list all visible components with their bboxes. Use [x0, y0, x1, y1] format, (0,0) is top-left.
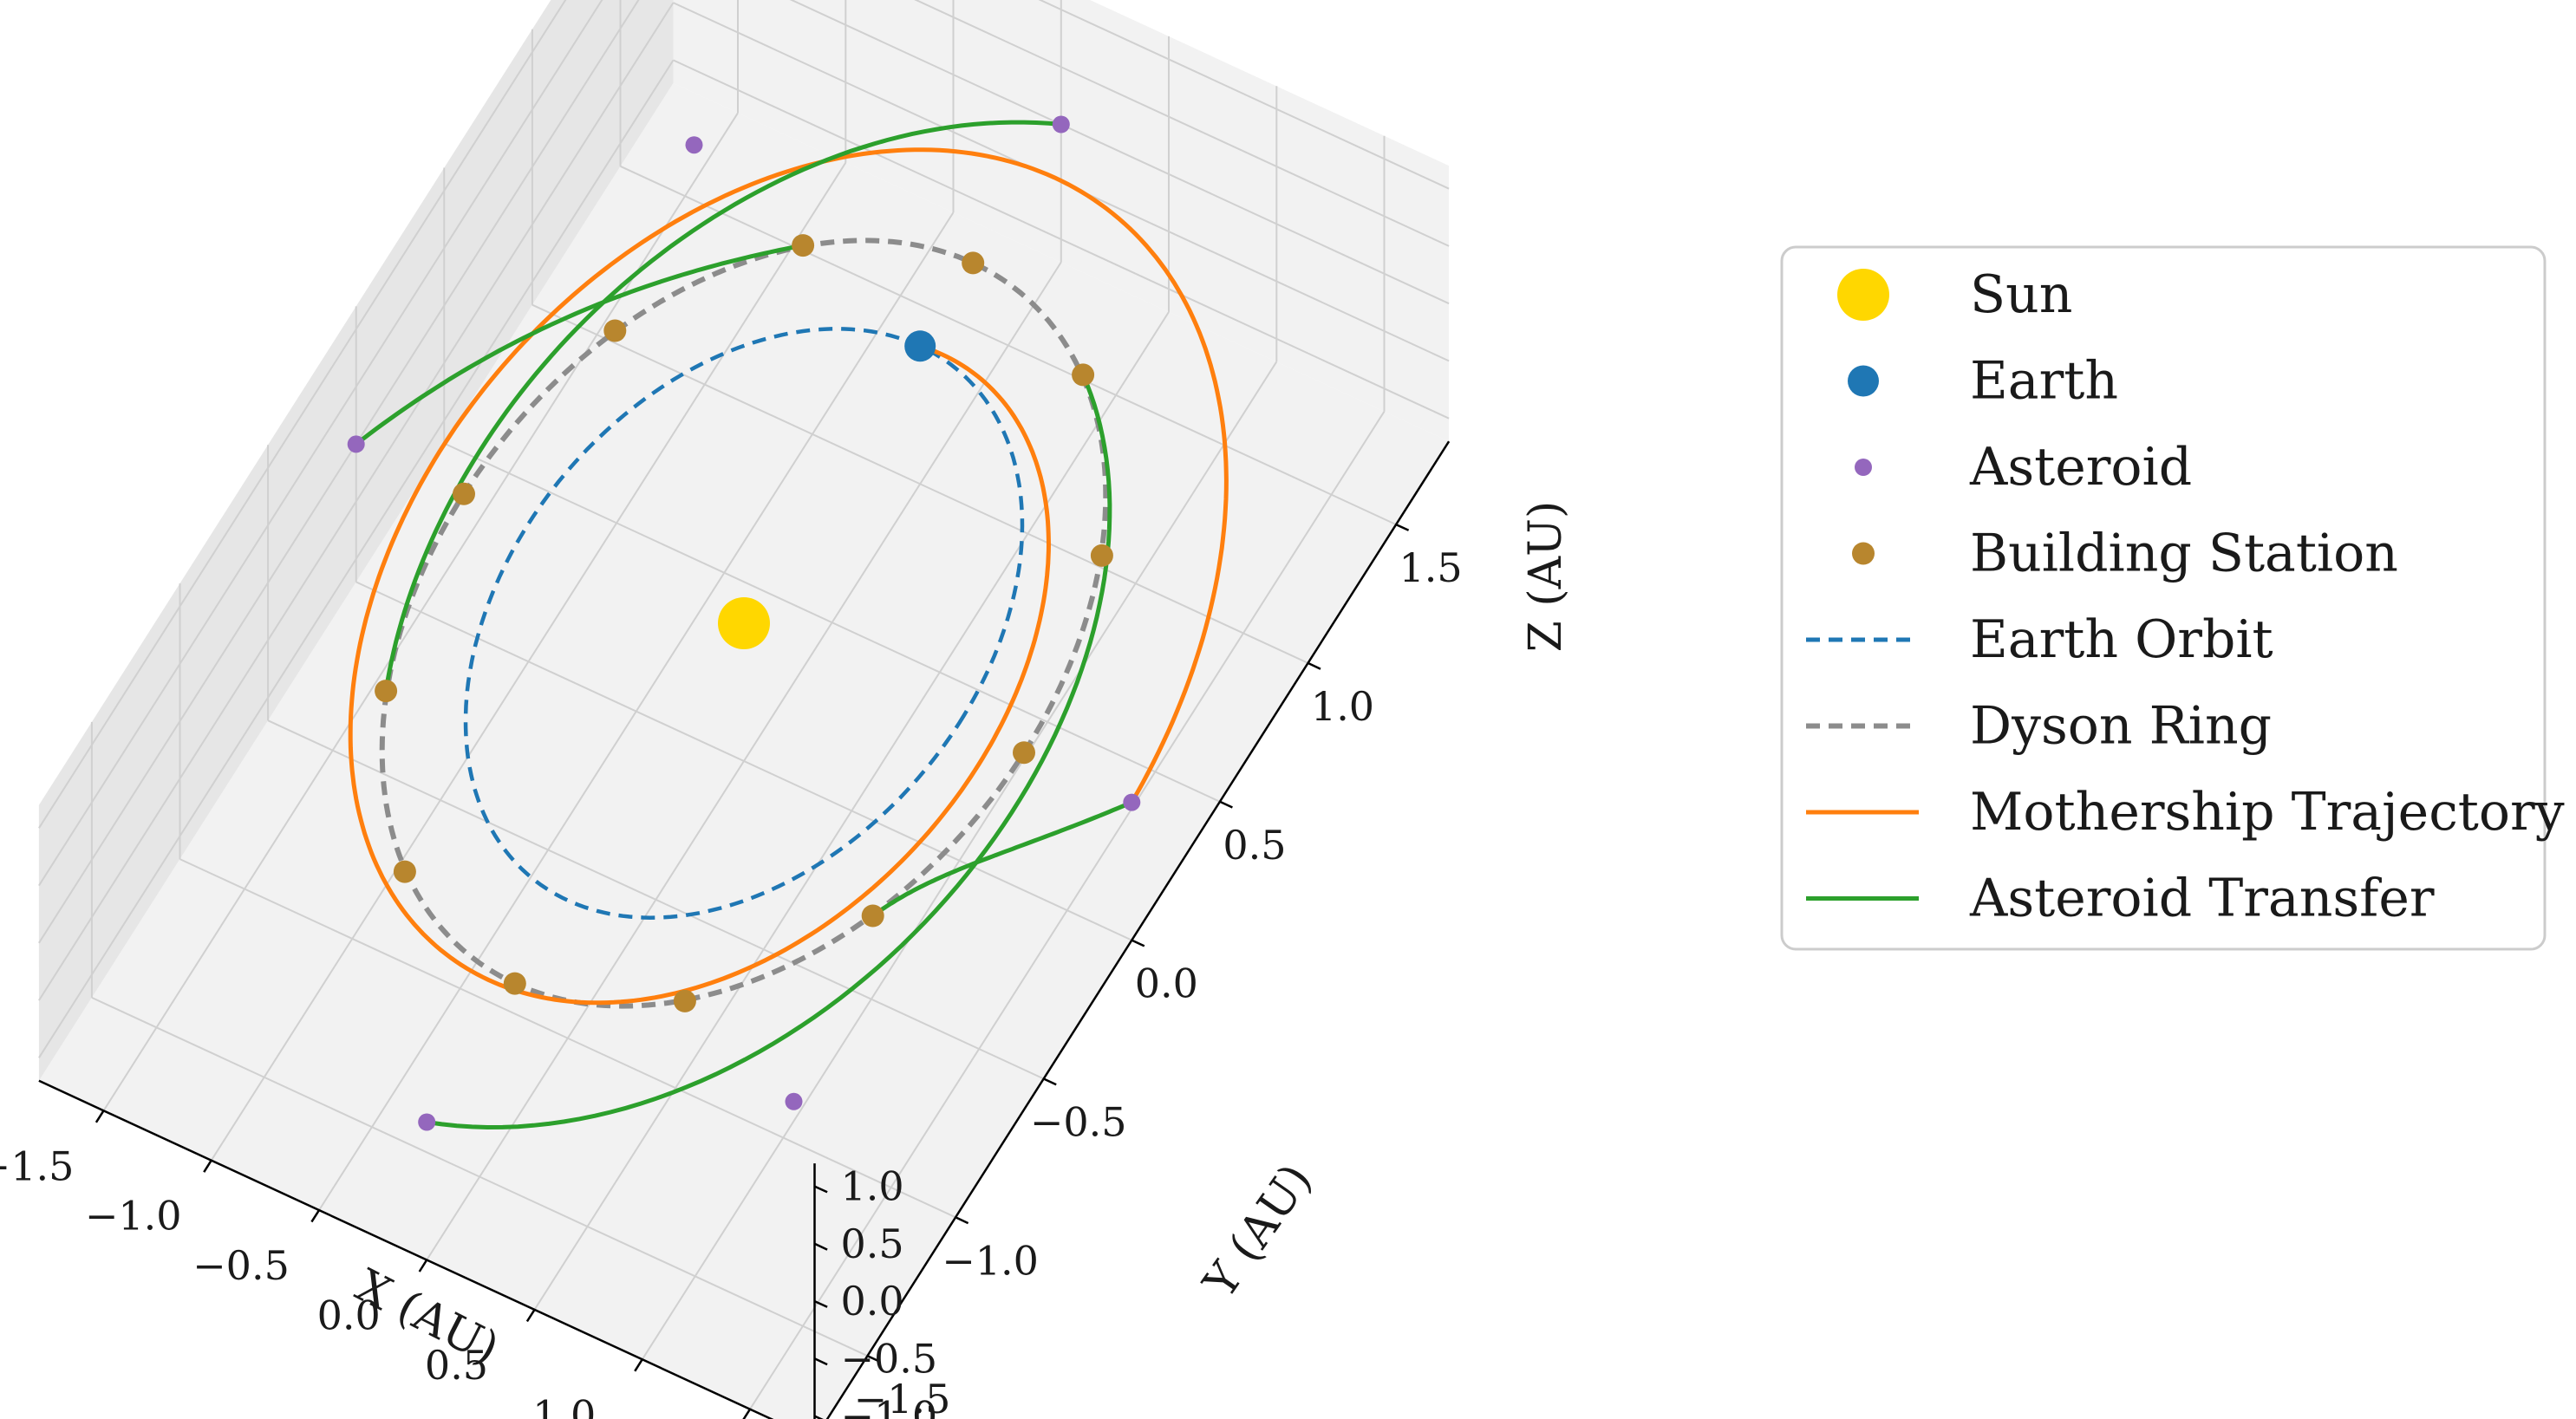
chart-gridlines [38, 0, 1450, 1410]
building-station-marker [375, 680, 398, 703]
gridline-y [620, 165, 1397, 526]
z-tick-label: −1.0 [841, 1393, 938, 1419]
legend-sun-label: Sun [1970, 264, 2072, 325]
building-station-marker [673, 989, 696, 1012]
asteroid-marker [785, 1092, 803, 1110]
building-station-marker [1090, 544, 1113, 567]
asteroid-transfer-line [355, 243, 804, 446]
asteroid-marker [1052, 115, 1070, 133]
x-tick-mark [742, 1409, 752, 1419]
building-station-marker [1072, 363, 1095, 387]
y-tick-mark [1219, 800, 1233, 809]
gridline-z [38, 59, 675, 1058]
y-tick-label: 0.5 [1223, 822, 1286, 869]
z-axis-label: Z (AU) [1520, 501, 1572, 653]
earth-marker [904, 330, 936, 362]
chart-axes [38, 440, 1451, 1419]
building-station-marker [453, 482, 475, 505]
y-tick-label: 1.5 [1399, 544, 1463, 591]
x-tick-label: −1.0 [85, 1193, 182, 1240]
x-tick-mark [203, 1160, 212, 1173]
legend-earth-orbit-label: Earth Orbit [1970, 609, 2273, 670]
y-axis-label: Y (AU) [1193, 1155, 1322, 1308]
building-station-marker [861, 904, 884, 928]
y-tick-mark [955, 1216, 969, 1225]
earth-orbit-line [463, 327, 1025, 920]
y-tick-mark [1043, 1077, 1057, 1086]
legend-building-station-marker [1852, 542, 1875, 565]
legend-building-station-label: Building Station [1970, 524, 2398, 584]
z-tick-label: −0.5 [841, 1335, 938, 1382]
legend-asteroid-label: Asteroid [1969, 437, 2192, 498]
gridline-z [38, 0, 567, 829]
legend-asteroid-marker [1855, 459, 1872, 476]
x-axis-line [38, 1079, 774, 1419]
z-tick-mark [813, 1299, 828, 1308]
asteroid-marker [685, 136, 703, 154]
x-tick-mark [525, 1309, 536, 1323]
chart-tick-labels: −1.5−1.0−0.50.00.51.01.5−1.5−1.0−0.50.00… [0, 544, 1463, 1419]
gridline-z [38, 2, 675, 1001]
asteroid-marker [347, 435, 365, 453]
gridline-y [355, 581, 1132, 941]
building-station-marker [1013, 741, 1035, 765]
y-tick-mark [1395, 523, 1410, 531]
x-tick-label: 1.0 [532, 1391, 596, 1419]
legend-sun-marker [1837, 269, 1889, 321]
legend-frame [1780, 245, 2547, 951]
z-tick-mark [813, 1242, 828, 1251]
building-station-marker [503, 972, 526, 995]
sun-marker [718, 597, 770, 649]
y-tick-label: −1.0 [942, 1237, 1039, 1284]
chart-series-markers [347, 115, 1141, 1131]
asteroid-marker [418, 1113, 436, 1131]
x-tick-label: −1.5 [0, 1142, 74, 1189]
legend-mothership-trajectory-label: Mothership Trajectory [1970, 782, 2565, 843]
legend-earth-label: Earth [1970, 351, 2118, 412]
building-station-marker [393, 860, 416, 883]
building-station-marker [603, 319, 627, 342]
y-tick-mark [1307, 661, 1321, 670]
z-tick-mark [813, 1185, 828, 1194]
gridline-z [38, 0, 603, 887]
gridline-x [533, 311, 1170, 1311]
asteroid-marker [1123, 793, 1141, 811]
y-tick-label: 0.0 [1135, 960, 1198, 1007]
gridline-x [641, 361, 1278, 1360]
chart-legend: Sun Earth Asteroid Building Station Earth Or… [1780, 245, 2565, 951]
z-tick-label: 0.0 [841, 1278, 904, 1325]
x-tick-label: 0.5 [425, 1342, 488, 1389]
x-tick-label: 0.0 [317, 1292, 381, 1339]
x-tick-label: −0.5 [192, 1242, 290, 1289]
y-tick-label: 1.0 [1311, 683, 1374, 730]
legend-earth-marker [1848, 365, 1879, 397]
building-station-marker [792, 234, 815, 257]
gridline-z [673, 59, 1450, 420]
x-tick-mark [310, 1209, 321, 1223]
legend-dyson-ring-label: Dyson Ring [1970, 696, 2272, 757]
x-tick-mark [634, 1358, 643, 1372]
x-tick-mark [95, 1110, 105, 1123]
gridline-y [532, 303, 1308, 664]
chart-panes [38, 0, 1450, 1419]
gridline-x [749, 411, 1386, 1410]
y-tick-label: −0.5 [1030, 1099, 1127, 1146]
building-station-marker [962, 251, 985, 275]
legend-asteroid-transfer-label: Asteroid Transfer [1969, 869, 2435, 929]
x-tick-mark [418, 1259, 428, 1273]
y-tick-mark [1131, 939, 1145, 947]
z-tick-label: 0.5 [841, 1220, 904, 1267]
gridline-z [914, 0, 1450, 247]
z-tick-mark [813, 1357, 828, 1366]
gridline-y [443, 442, 1221, 803]
y-tick-mark [866, 1355, 881, 1364]
mothership-trajectory-line [348, 147, 1229, 1006]
asteroid-transfer-line [426, 374, 1112, 1130]
gridline-z [1038, 0, 1450, 190]
z-tick-label: 1.0 [841, 1163, 904, 1210]
y-tick-label: −1.5 [854, 1376, 951, 1419]
